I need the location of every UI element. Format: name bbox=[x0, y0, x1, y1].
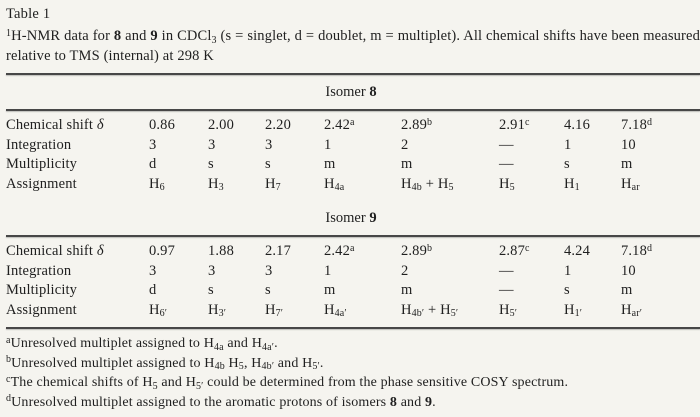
table-cell: 2.87c bbox=[499, 242, 530, 259]
table-cell: m bbox=[401, 282, 413, 298]
row-label: Multiplicity bbox=[6, 156, 78, 172]
section-title: Isomer 9 bbox=[325, 210, 377, 226]
table-cell: — bbox=[499, 262, 514, 279]
table-cell: H4a′ bbox=[324, 301, 347, 319]
table-cell: 2 bbox=[401, 262, 409, 279]
table-cell: 10 bbox=[621, 136, 636, 153]
table-cell: 1 bbox=[564, 262, 572, 279]
table-cell: 2.89b bbox=[401, 242, 433, 259]
table-cell: H5 bbox=[499, 175, 515, 193]
table-cell: m bbox=[621, 156, 633, 172]
table-cell: s bbox=[265, 156, 271, 172]
rule-section-header bbox=[6, 109, 700, 111]
table-cell: m bbox=[401, 156, 413, 172]
table-cell: — bbox=[499, 156, 514, 172]
table-cell: 3 bbox=[265, 262, 273, 279]
table-cell: — bbox=[499, 136, 514, 153]
table-cell: 1 bbox=[324, 136, 332, 153]
table-cell: 2.42a bbox=[324, 116, 355, 133]
row-label: Chemical shift δ bbox=[6, 117, 104, 133]
row-label: Assignment bbox=[6, 301, 77, 318]
table-cell: 2.42a bbox=[324, 242, 355, 259]
table-cell: 0.97 bbox=[149, 243, 175, 259]
table-cell: s bbox=[208, 156, 214, 172]
rule-section-header bbox=[6, 235, 700, 237]
table-cell: Har bbox=[621, 175, 640, 193]
table-cell: m bbox=[324, 156, 336, 172]
footnote: cThe chemical shifts of H5 and H5′ could… bbox=[6, 373, 569, 392]
table-cell: H5′ bbox=[499, 301, 518, 319]
table-cell: s bbox=[208, 282, 214, 298]
table-cell: 3 bbox=[208, 262, 216, 279]
table-cell: 4.24 bbox=[564, 243, 590, 259]
table-cell: 3 bbox=[149, 136, 157, 153]
table-cell: H4b + H5 bbox=[401, 175, 454, 193]
table-cell: 7.18d bbox=[621, 242, 653, 259]
table-cell: 4.16 bbox=[564, 117, 590, 133]
table-cell: 2.17 bbox=[265, 243, 291, 259]
section-title: Isomer 8 bbox=[325, 84, 377, 100]
section-grid: Chemical shift δ 0.97 1.88 2.17 2.42a 2.89b 2… bbox=[6, 237, 696, 327]
footnote: aUnresolved multiplet assigned to H4a an… bbox=[6, 334, 278, 353]
table-number: Table 1 bbox=[6, 6, 51, 22]
table-cell: H1 bbox=[564, 175, 580, 193]
table-cell: 3 bbox=[149, 262, 157, 279]
table-cell: d bbox=[149, 156, 157, 172]
isomer-section: Isomer 8 Chemical shift δ 0.86 2.00 2.20 2.… bbox=[6, 75, 700, 201]
table-cell: s bbox=[564, 156, 570, 172]
table-cell: 1 bbox=[564, 136, 572, 153]
footnote: bUnresolved multiplet assigned to H4b H5… bbox=[6, 354, 324, 372]
table-cell: 2.89b bbox=[401, 116, 433, 133]
table-cell: s bbox=[564, 282, 570, 298]
table-cell: H6′ bbox=[149, 301, 168, 319]
row-label: Multiplicity bbox=[6, 282, 78, 298]
row-label: Integration bbox=[6, 262, 72, 279]
table-cell: Har′ bbox=[621, 301, 643, 319]
row-label: Assignment bbox=[6, 175, 77, 192]
rule-bottom bbox=[6, 327, 700, 329]
table-cell: m bbox=[324, 282, 336, 298]
table-cell: 2.91c bbox=[499, 116, 530, 133]
sections-container: Isomer 8 Chemical shift δ 0.86 2.00 2.20 2.… bbox=[6, 75, 700, 327]
table-cell: 7.18d bbox=[621, 116, 653, 133]
table-cell: H4b′ + H5′ bbox=[401, 301, 459, 319]
footnotes: aUnresolved multiplet assigned to H4a an… bbox=[6, 334, 696, 412]
table-cell: H3′ bbox=[208, 301, 227, 319]
table-cell: 1 bbox=[324, 262, 332, 279]
table-cell: 2.20 bbox=[265, 117, 291, 133]
section-grid: Chemical shift δ 0.86 2.00 2.20 2.42a 2.89b 2… bbox=[6, 111, 696, 201]
table-cell: H4a bbox=[324, 175, 345, 193]
table-cell: H3 bbox=[208, 175, 224, 193]
table-cell: H1′ bbox=[564, 301, 583, 319]
isomer-section: Isomer 9 Chemical shift δ 0.97 1.88 2.17 2.… bbox=[6, 201, 700, 327]
table-cell: — bbox=[499, 282, 514, 298]
table-cell: 10 bbox=[621, 262, 636, 279]
footnote: dUnresolved multiplet assigned to the ar… bbox=[6, 393, 436, 410]
table-cell: 1.88 bbox=[208, 243, 234, 259]
table-caption: 1H-NMR data for 8 and 9 in CDCl3 (s = si… bbox=[6, 27, 700, 64]
table-cell: H7′ bbox=[265, 301, 284, 319]
table-cell: 2.00 bbox=[208, 117, 234, 133]
table-cell: H6 bbox=[149, 175, 165, 193]
table-cell: m bbox=[621, 282, 633, 298]
table-cell: H7 bbox=[265, 175, 281, 193]
table-cell: s bbox=[265, 282, 271, 298]
table-cell: 3 bbox=[208, 136, 216, 153]
table-cell: 0.86 bbox=[149, 117, 175, 133]
table-cell: d bbox=[149, 282, 157, 298]
row-label: Chemical shift δ bbox=[6, 243, 104, 259]
table-cell: 2 bbox=[401, 136, 409, 153]
row-label: Integration bbox=[6, 136, 72, 153]
table-cell: 3 bbox=[265, 136, 273, 153]
rule-top bbox=[6, 73, 700, 75]
